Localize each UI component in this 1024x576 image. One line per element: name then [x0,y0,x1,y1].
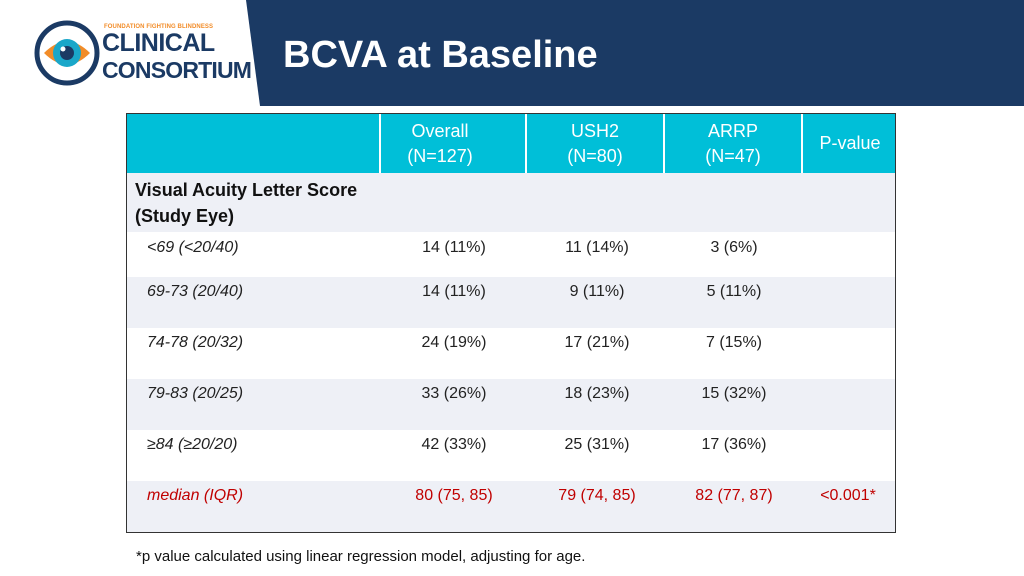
column-header-overall: Overall (N=127) [379,114,499,173]
cell-ush2: 11 (14%) [565,239,629,256]
cell-arrp: 17 (36%) [701,436,767,453]
logo-tagline: FOUNDATION FIGHTING BLINDNESS [104,24,214,30]
cell-pvalue: <0.001* [820,487,876,504]
row-label: 74-78 (20/32) [147,334,244,351]
cell-overall: 80 (75, 85) [415,487,493,504]
column-label: USH2 [570,120,619,141]
column-n: (N=47) [705,145,761,166]
column-label: P-value [819,133,881,153]
table-row: 79-83 (20/25) 33 (26%) 18 (23%) 15 (32%) [127,379,895,430]
logo-wordmark-clinical: CLINICAL [102,29,215,57]
table-row: 69-73 (20/40) 14 (11%) 9 (11%) 5 (11%) [127,277,895,328]
cell-ush2: 17 (21%) [564,334,630,351]
cell-pvalue [801,430,895,487]
cell-arrp: 3 (6%) [710,239,758,256]
table-row: ≥84 (≥20/20) 42 (33%) 25 (31%) 17 (36%) [127,430,895,481]
cell-overall: 33 (26%) [421,385,487,402]
column-header-ush2: USH2 (N=80) [525,114,663,173]
table-row: 74-78 (20/32) 24 (19%) 17 (21%) 7 (15%) [127,328,895,379]
column-label: Overall [411,120,469,141]
cell-ush2: 18 (23%) [564,385,630,402]
table-header-row: Overall (N=127) USH2 (N=80) ARRP (N=47) … [127,114,895,173]
column-header-arrp: ARRP (N=47) [663,114,801,173]
row-label: 69-73 (20/40) [147,283,244,300]
row-label: 79-83 (20/25) [147,385,244,402]
column-label: ARRP [707,120,758,141]
row-label: ≥84 (≥20/20) [147,436,238,453]
logo-panel: FOUNDATION FIGHTING BLINDNESS CLINICAL C… [0,0,260,106]
bcva-table: Overall (N=127) USH2 (N=80) ARRP (N=47) … [126,113,896,533]
cell-pvalue [801,328,895,385]
cell-ush2: 9 (11%) [569,283,625,300]
column-header-pvalue: P-value [801,114,895,173]
cell-ush2: 79 (74, 85) [558,487,636,504]
column-n: (N=127) [407,145,473,166]
cell-overall: 42 (33%) [421,436,487,453]
cell-overall: 14 (11%) [422,283,486,300]
cell-arrp: 7 (15%) [705,334,763,351]
table-row-median: median (IQR) 80 (75, 85) 79 (74, 85) 82 … [127,481,895,532]
cell-pvalue [801,277,895,334]
cell-overall: 14 (11%) [422,239,486,256]
cell-arrp: 15 (32%) [701,385,767,402]
section-label: Visual Acuity Letter Score (Study Eye) [135,180,358,226]
cell-arrp: 5 (11%) [706,283,762,300]
logo-wordmark-consortium: CONSORTIUM [102,57,252,83]
eye-logo-icon [34,20,100,86]
section-row: Visual Acuity Letter Score (Study Eye) [127,173,895,232]
row-label: <69 (<20/40) [147,239,239,256]
cell-ush2: 25 (31%) [564,436,630,453]
cell-pvalue [801,379,895,436]
cell-arrp: 82 (77, 87) [695,487,773,504]
column-n: (N=80) [567,145,623,166]
page-title: BCVA at Baseline [283,34,598,76]
row-label: median (IQR) [147,487,244,504]
footnote: *p value calculated using linear regress… [136,548,586,565]
cell-overall: 24 (19%) [421,334,487,351]
table-row: <69 (<20/40) 14 (11%) 11 (14%) 3 (6%) [127,232,895,277]
